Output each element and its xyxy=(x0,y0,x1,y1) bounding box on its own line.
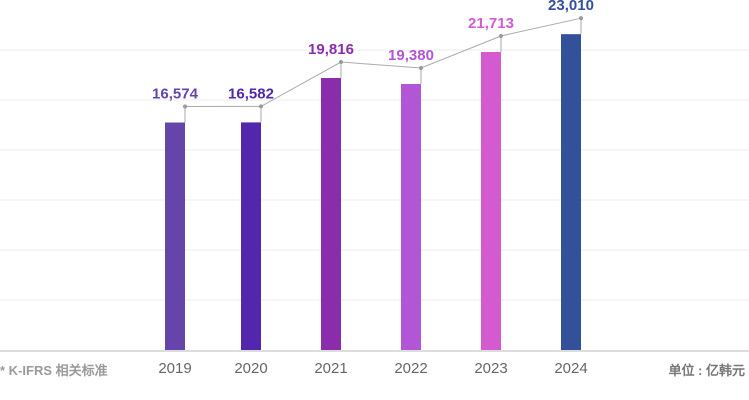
x-tick-label: 2023 xyxy=(474,360,507,377)
x-tick-label: 2020 xyxy=(234,360,267,377)
trend-line xyxy=(184,17,582,108)
trend-point xyxy=(419,66,423,70)
trend-point xyxy=(183,104,187,109)
value-label: 19,816 xyxy=(308,41,354,58)
trend-point xyxy=(499,33,503,38)
bar-2020 xyxy=(241,122,261,350)
trend-point xyxy=(259,104,263,109)
bar-2022 xyxy=(401,84,421,350)
value-label: 16,574 xyxy=(152,86,199,103)
x-tick-label: 2021 xyxy=(314,360,347,377)
value-label: 16,582 xyxy=(228,85,274,102)
value-label: 19,380 xyxy=(388,47,434,64)
value-label: 21,713 xyxy=(468,15,514,32)
bar-2023 xyxy=(481,51,501,351)
trend-point xyxy=(339,60,343,65)
unit-label: 单位 : 亿韩元 xyxy=(668,363,745,378)
value-label: 23,010 xyxy=(548,0,594,14)
bar-2021 xyxy=(321,78,341,350)
x-tick-label: 2024 xyxy=(554,360,587,377)
footnote: * K-IFRS 相关标准 xyxy=(0,363,108,378)
x-tick-label: 2019 xyxy=(158,360,191,377)
bar-2024 xyxy=(561,34,581,350)
bar-2019 xyxy=(165,122,185,350)
trend-point xyxy=(579,16,583,21)
x-tick-label: 2022 xyxy=(394,360,427,377)
